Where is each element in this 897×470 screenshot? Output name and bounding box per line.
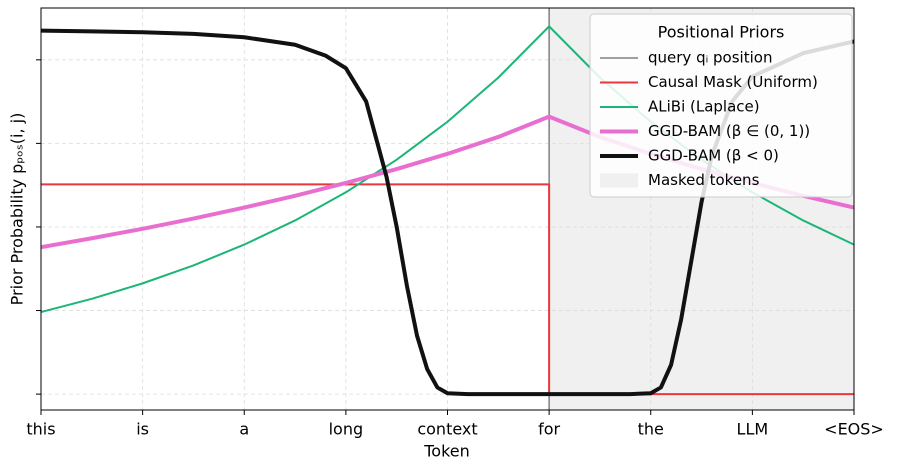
- legend-label: query qᵢ position: [648, 49, 772, 67]
- x-tick-label: context: [417, 420, 477, 439]
- plot-frame: [40, 7, 855, 411]
- legend-swatch: [600, 173, 638, 188]
- legend-label: Causal Mask (Uniform): [648, 73, 818, 91]
- legend-label: GGD-BAM (β ∈ (0, 1)): [648, 122, 810, 140]
- x-tick-label: long: [329, 420, 364, 439]
- legend-box: [589, 13, 853, 198]
- legend-label: GGD-BAM (β < 0): [648, 147, 779, 165]
- x-tick-label: this: [26, 420, 55, 439]
- legend: Positional Priors query qᵢ position Causal…: [589, 13, 853, 198]
- x-tick-label: is: [136, 420, 149, 439]
- legend-title: Positional Priors: [658, 23, 785, 42]
- x-axis-label: Token: [423, 442, 470, 461]
- x-tick-label: for: [538, 420, 560, 439]
- x-tick-label: the: [638, 420, 664, 439]
- legend-label: ALiBi (Laplace): [648, 98, 760, 116]
- y-axis-label: Prior Probability pₚₒₛ(i, j): [8, 113, 27, 306]
- series-line: [41, 183, 854, 396]
- x-tick-label: LLM: [737, 420, 769, 439]
- x-tick-label: a: [239, 420, 249, 439]
- legend-label: Masked tokens: [648, 171, 760, 189]
- x-tick-label: <EOS>: [824, 420, 884, 439]
